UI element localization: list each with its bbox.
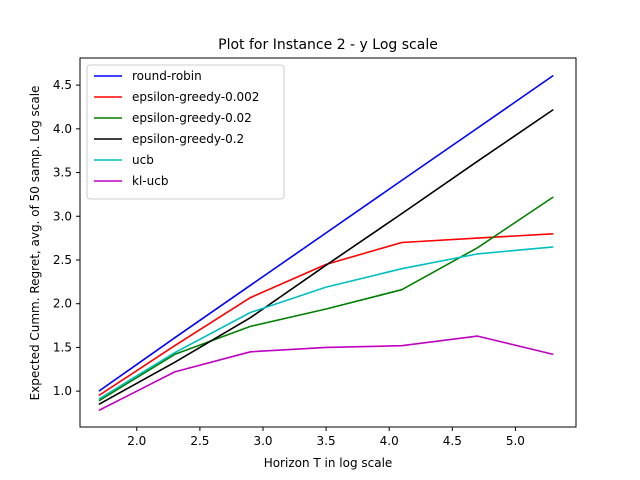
series-line-epsilon-greedy-0.2 [98,108,554,405]
y-tick-label: 1.0 [53,384,72,398]
x-tick-label: 3.5 [317,434,336,448]
series-line-ucb [98,246,554,400]
x-tick-label: 4.5 [443,434,462,448]
y-tick-label: 2.5 [53,253,72,267]
y-tick-label: 3.0 [53,209,72,223]
legend: round-robin epsilon-greedy-0.002 epsilon-g… [86,64,285,200]
legend-label-epsilon-greedy-0.002: epsilon-greedy-0.002 [132,90,259,104]
series-line-kl-ucb [98,335,554,412]
legend-label-kl-ucb: kl-ucb [132,174,168,188]
x-tick-label: 2.5 [190,434,209,448]
y-tick-label: 2.0 [53,297,72,311]
legend-label-epsilon-greedy-0.02: epsilon-greedy-0.02 [132,111,252,125]
y-tick-label: 3.5 [53,166,72,180]
y-tick-label: 4.0 [53,122,72,136]
x-axis-label: Horizon T in log scale [264,456,393,470]
y-tick-label: 4.5 [53,78,72,92]
legend-label-epsilon-greedy-0.2: epsilon-greedy-0.2 [132,132,244,146]
y-tick-label: 1.5 [53,340,72,354]
y-axis-label: Expected Cumm. Regret, avg. of 50 samp. … [28,86,42,401]
series-line-epsilon-greedy-0.02 [98,196,554,402]
legend-label-ucb: ucb [132,153,154,167]
legend-box [86,64,285,200]
x-tick-label: 2.0 [127,434,146,448]
plot-area [79,57,577,428]
axes-frame [79,57,577,428]
legend-label-round-robin: round-robin [132,69,202,83]
x-axis-ticks: 2.0 2.5 3.0 3.5 4.0 4.5 5.0 [127,427,525,448]
x-tick-label: 4.0 [380,434,399,448]
y-axis-ticks: 1.0 1.5 2.0 2.5 3.0 3.5 4.0 4.5 [53,78,80,398]
x-tick-label: 5.0 [506,434,525,448]
series-layer [98,74,554,412]
chart-title: Plot for Instance 2 - y Log scale [218,37,438,53]
x-tick-label: 3.0 [253,434,272,448]
series-line-round-robin [98,74,554,392]
